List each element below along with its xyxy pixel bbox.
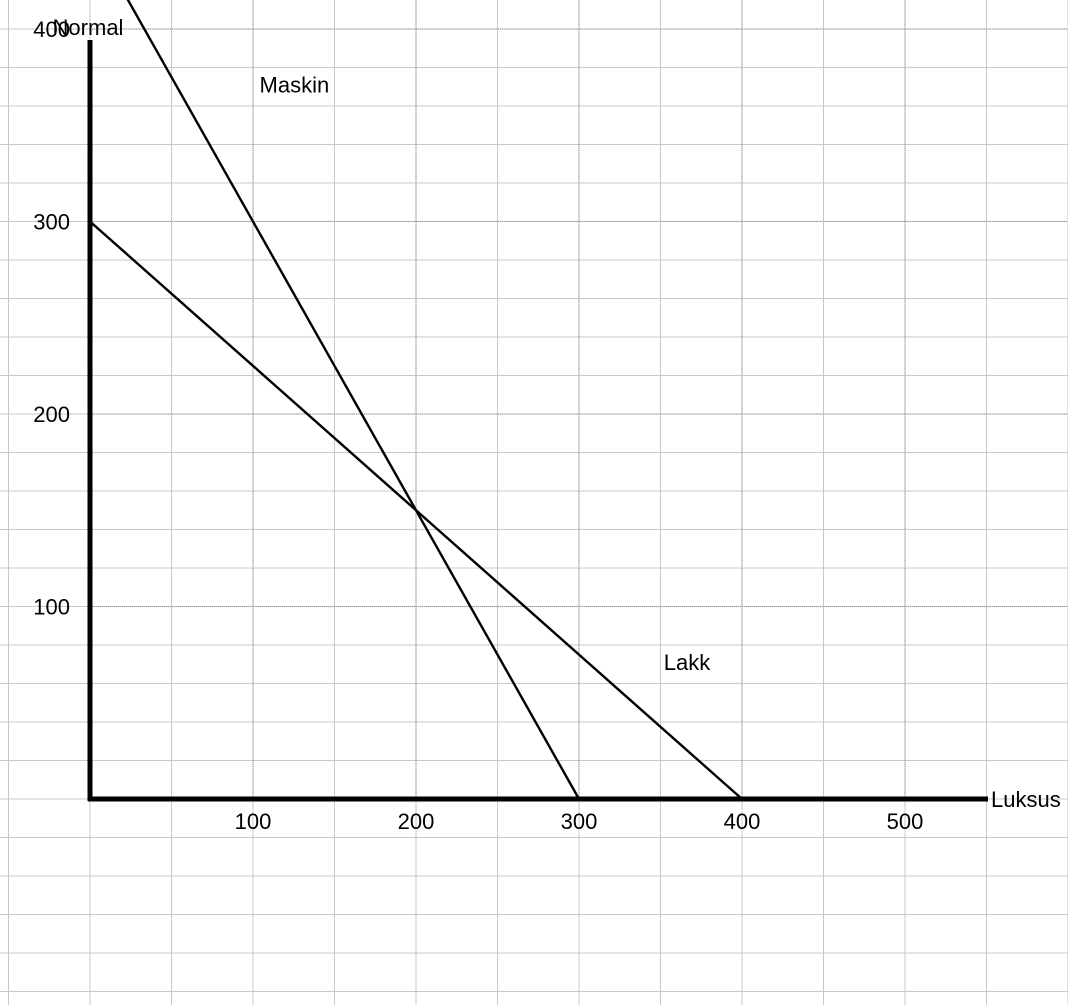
y-tick-label: 100 xyxy=(33,595,70,620)
x-tick-label: 200 xyxy=(398,809,435,834)
x-axis-label: Luksus xyxy=(991,787,1061,812)
x-tick-label: 400 xyxy=(724,809,761,834)
series-line-maskin xyxy=(126,0,581,800)
line-labels: Maskin Lakk xyxy=(260,73,712,676)
y-axis-label: Normal xyxy=(53,15,124,40)
axes xyxy=(87,40,988,802)
y-tick-label: 200 xyxy=(33,402,70,427)
y-tick-label: 400 xyxy=(33,17,70,42)
line-label-lakk: Lakk xyxy=(664,650,711,675)
line-label-maskin: Maskin xyxy=(260,73,330,98)
x-tick-label: 100 xyxy=(235,809,272,834)
series-line-lakk xyxy=(89,220,743,800)
x-tick-label: 500 xyxy=(887,809,924,834)
y-tick-label: 300 xyxy=(33,210,70,235)
x-tick-label: 300 xyxy=(561,809,598,834)
tick-labels: 100 200 300 400 500 100 200 300 400 xyxy=(33,17,923,834)
series-lines xyxy=(89,0,743,800)
